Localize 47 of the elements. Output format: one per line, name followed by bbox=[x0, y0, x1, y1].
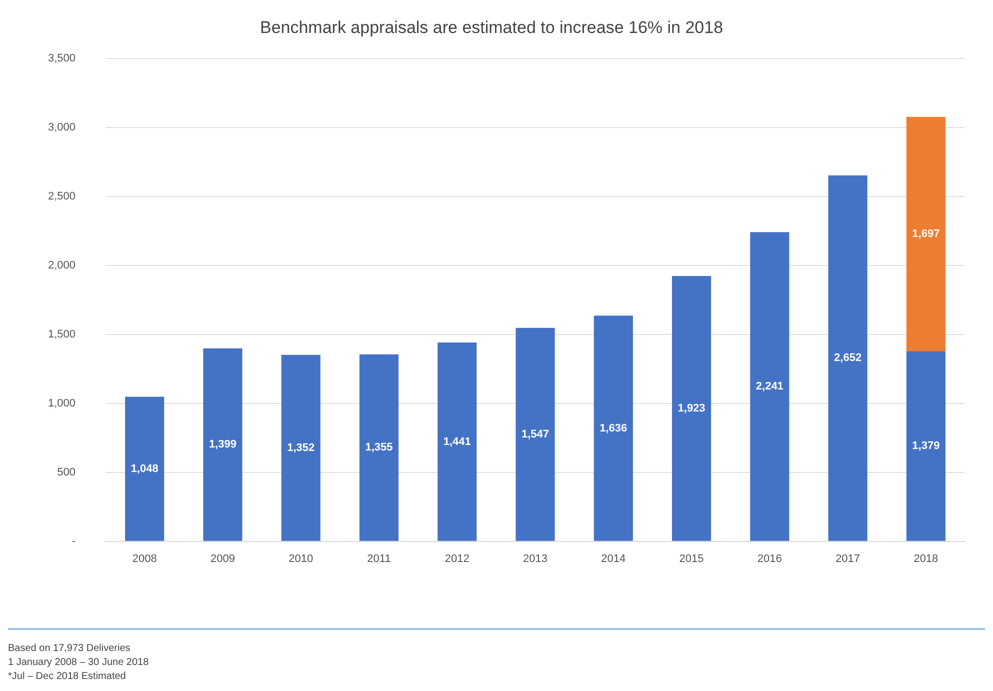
y-tick-label: - bbox=[72, 535, 76, 548]
x-tick-label: 2014 bbox=[601, 553, 626, 566]
data-label: 1,399 bbox=[208, 438, 236, 451]
data-label: 1,636 bbox=[600, 422, 628, 434]
y-tick-label: 1,500 bbox=[48, 328, 76, 340]
bar bbox=[125, 396, 164, 541]
bar bbox=[281, 354, 320, 541]
bar bbox=[359, 354, 399, 541]
data-label: 2,241 bbox=[756, 380, 784, 393]
x-tick-label: 2009 bbox=[210, 553, 235, 566]
x-tick-label: 2015 bbox=[679, 553, 704, 566]
bar bbox=[672, 276, 712, 541]
x-tick-label: 2011 bbox=[367, 553, 391, 566]
data-label: 1,547 bbox=[522, 428, 550, 440]
x-tick-label: 2013 bbox=[523, 553, 548, 566]
chart-title: Benchmark appraisals are estimated to increase 16% in 2018 bbox=[260, 18, 724, 37]
bar bbox=[594, 316, 633, 541]
text: 1 January 2008 – 30 June 2018 bbox=[8, 656, 150, 670]
x-tick-label: 2016 bbox=[757, 553, 782, 566]
bar bbox=[906, 116, 946, 352]
x-tick-label: 2018 bbox=[914, 553, 938, 566]
data-label: 1,697 bbox=[912, 228, 940, 240]
bar bbox=[516, 328, 555, 541]
y-tick-label: 2,000 bbox=[48, 259, 76, 272]
bar bbox=[750, 232, 790, 541]
text: Based on 17,973 Deliveries bbox=[8, 642, 132, 656]
data-label: 1,379 bbox=[912, 440, 940, 452]
x-tick-label: 2012 bbox=[444, 553, 470, 566]
y-tick-label: 500 bbox=[57, 466, 76, 478]
text: *Jul – Dec 2018 Estimated bbox=[8, 670, 127, 684]
x-tick-label: 2008 bbox=[132, 553, 157, 566]
bar bbox=[438, 342, 477, 541]
data-label: 1,352 bbox=[287, 442, 315, 454]
bar bbox=[828, 175, 868, 541]
x-tick-label: 2017 bbox=[836, 553, 860, 566]
y-tick-label: 3,000 bbox=[48, 121, 76, 134]
data-label: 1,923 bbox=[678, 402, 706, 414]
y-tick-label: 1,000 bbox=[48, 397, 76, 410]
data-label: 2,652 bbox=[834, 352, 862, 364]
data-label: 1,355 bbox=[365, 442, 393, 454]
data-label: 1,441 bbox=[443, 436, 471, 448]
y-tick-label: 3,500 bbox=[48, 52, 76, 64]
bar bbox=[203, 348, 242, 541]
y-tick-label: 2,500 bbox=[48, 190, 76, 202]
data-label: 1,048 bbox=[130, 462, 158, 475]
bar bbox=[906, 351, 946, 541]
x-tick-label: 2010 bbox=[288, 553, 314, 566]
